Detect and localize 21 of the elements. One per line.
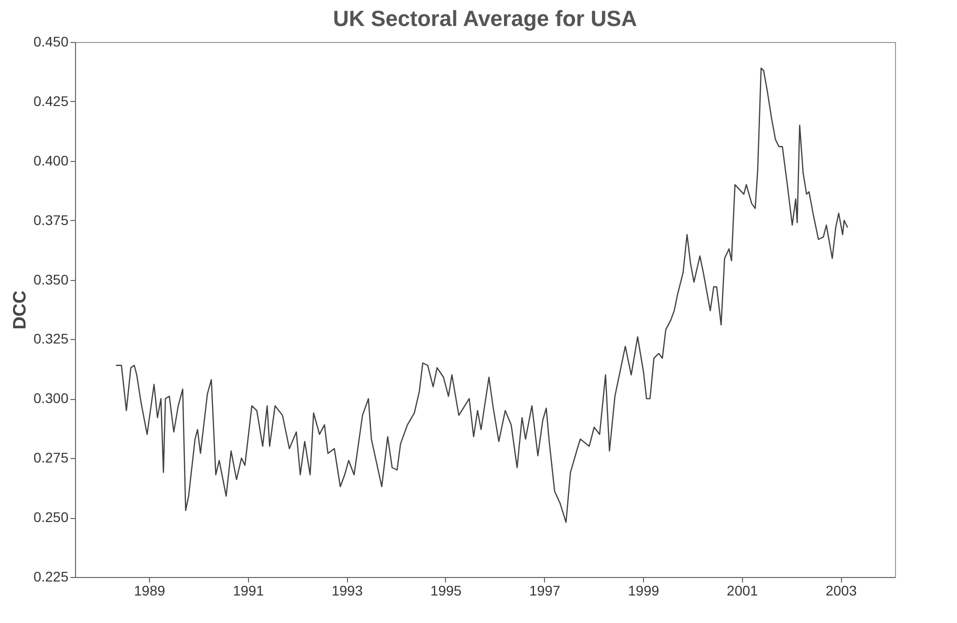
y-tick-label: 0.375 bbox=[33, 212, 69, 228]
y-tick-label: 0.275 bbox=[33, 450, 69, 466]
y-tick-label: 0.325 bbox=[33, 330, 69, 347]
y-tick-label: 0.225 bbox=[33, 568, 69, 584]
y-tick-label: 0.350 bbox=[33, 271, 69, 288]
x-tick-label: 2001 bbox=[726, 582, 758, 598]
line-series bbox=[115, 68, 848, 523]
x-tick-label: 1989 bbox=[134, 582, 166, 598]
y-tick-label: 0.250 bbox=[33, 509, 69, 526]
y-tick-label: 0.450 bbox=[33, 34, 69, 50]
y-axis-title: DCC bbox=[9, 290, 30, 330]
x-tick-label: 1991 bbox=[232, 582, 264, 598]
chart-title: UK Sectoral Average for USA bbox=[332, 6, 638, 31]
y-tick-label: 0.400 bbox=[33, 152, 69, 168]
y-tick-label: 0.300 bbox=[33, 390, 69, 406]
x-tick-label: 2003 bbox=[826, 582, 857, 598]
y-tick-label: 0.425 bbox=[33, 92, 69, 109]
x-tick-label: 1993 bbox=[332, 582, 363, 598]
x-tick-label: 1997 bbox=[529, 582, 561, 598]
x-tick-label: 1995 bbox=[430, 582, 462, 598]
x-tick-label: 1999 bbox=[628, 582, 660, 598]
